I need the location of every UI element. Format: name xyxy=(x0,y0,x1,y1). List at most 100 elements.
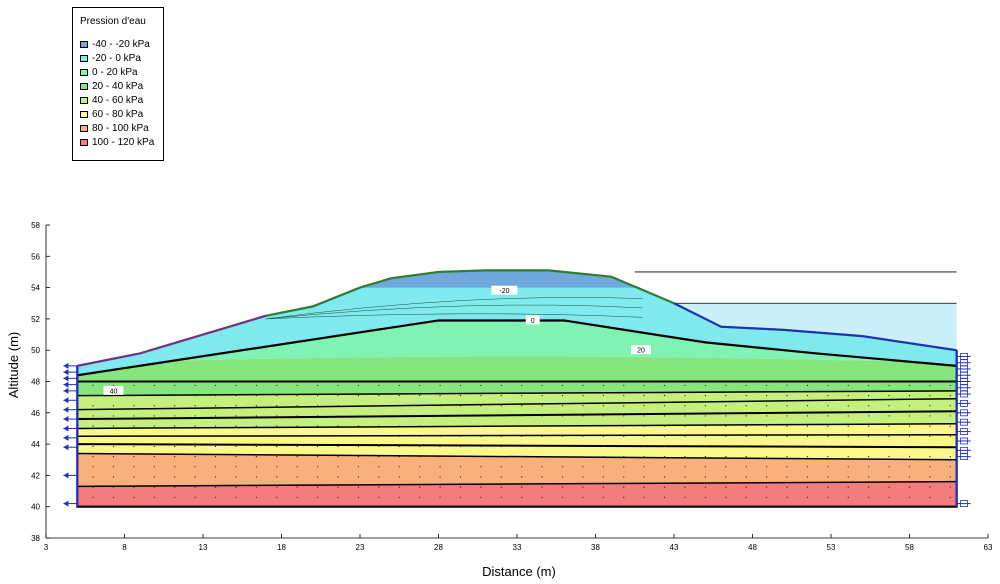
flow-vector xyxy=(949,445,951,448)
y-tick-label: 46 xyxy=(31,409,40,418)
flow-vector xyxy=(521,435,523,437)
flow-vector xyxy=(255,486,257,488)
flow-vector xyxy=(459,476,462,478)
flow-vector xyxy=(337,466,339,468)
flow-vector xyxy=(296,394,298,397)
flow-vector xyxy=(827,415,829,417)
flow-vector xyxy=(949,486,951,488)
flow-vector xyxy=(663,394,666,397)
band-100-120 xyxy=(77,481,957,507)
y-tick-label: 52 xyxy=(31,315,40,324)
flow-vector xyxy=(174,435,176,437)
flow-vector xyxy=(908,435,911,437)
flow-vector xyxy=(92,476,94,478)
flow-vector xyxy=(378,445,380,448)
flow-vector xyxy=(684,425,686,427)
flow-vector xyxy=(704,425,707,427)
flow-vector xyxy=(868,435,870,437)
flow-vector xyxy=(153,445,155,448)
flow-vector xyxy=(704,466,707,468)
flow-vector xyxy=(500,384,502,387)
flow-vector xyxy=(582,445,584,448)
flow-vector xyxy=(500,405,502,407)
flow-vector xyxy=(847,415,849,417)
flow-vector xyxy=(419,476,421,478)
flow-vector xyxy=(459,415,462,417)
flow-vector xyxy=(276,486,278,488)
flow-vector xyxy=(112,435,115,437)
flow-vector xyxy=(868,384,870,387)
flow-vector xyxy=(582,496,584,498)
flow-vector xyxy=(500,486,502,488)
flow-vector xyxy=(112,394,115,397)
band-80-100 xyxy=(77,453,957,487)
flow-vector xyxy=(92,384,94,387)
contour-label-bg xyxy=(525,315,540,325)
flow-vector xyxy=(623,445,625,448)
flow-vector xyxy=(786,486,788,488)
flow-vector xyxy=(847,405,849,407)
flow-vector xyxy=(949,394,951,397)
flow-vector xyxy=(174,496,176,498)
flow-vector xyxy=(255,496,257,498)
flow-vector xyxy=(153,496,155,498)
flow-vector xyxy=(480,496,482,498)
flow-vector xyxy=(847,384,849,387)
flow-vector xyxy=(745,456,747,458)
flow-vector xyxy=(459,435,462,437)
boundary-arrowhead xyxy=(63,362,69,369)
flow-vector xyxy=(214,384,217,387)
flow-vector xyxy=(317,394,319,397)
flow-vector xyxy=(357,496,360,498)
flow-vector xyxy=(398,435,400,437)
flow-vector xyxy=(868,476,870,478)
flow-vector xyxy=(663,466,666,468)
flow-vector xyxy=(276,394,278,397)
band-neg40-neg20 xyxy=(360,270,635,288)
flow-vector xyxy=(419,384,421,387)
legend-swatch xyxy=(80,110,88,118)
flow-vector xyxy=(92,466,94,468)
flow-vector xyxy=(806,394,809,397)
flow-vector xyxy=(214,394,217,397)
flow-vector xyxy=(725,476,727,478)
flow-vector xyxy=(643,425,645,427)
flow-vector xyxy=(378,394,380,397)
x-tick-label: 33 xyxy=(513,543,522,552)
layer-line xyxy=(77,390,957,397)
y-tick-label: 48 xyxy=(31,378,40,387)
flow-vector xyxy=(153,466,155,468)
flow-vector xyxy=(337,435,339,437)
flow-vector xyxy=(827,394,829,397)
flow-vector xyxy=(663,486,666,488)
flow-vector xyxy=(357,456,360,458)
legend-item: 100 - 120 kPa xyxy=(80,136,154,148)
flow-vector xyxy=(949,456,951,458)
flow-vector xyxy=(908,486,911,488)
flow-vector xyxy=(255,415,257,417)
flow-vector xyxy=(745,486,747,488)
flow-vector xyxy=(174,456,176,458)
flow-vector xyxy=(929,384,931,387)
flow-vector xyxy=(806,425,809,427)
flow-vector xyxy=(133,415,135,417)
flow-vector xyxy=(929,496,931,498)
flow-vector xyxy=(357,394,360,397)
flow-vector xyxy=(214,466,217,468)
flow-vector xyxy=(92,425,94,427)
flow-vector xyxy=(337,425,339,427)
flow-vector xyxy=(908,476,911,478)
flow-vector xyxy=(521,456,523,458)
flow-vector xyxy=(439,415,441,417)
flow-vector xyxy=(704,415,707,417)
flow-vector xyxy=(684,415,686,417)
flow-vector xyxy=(255,405,257,407)
flow-vector xyxy=(337,496,339,498)
flow-vector xyxy=(194,435,196,437)
flow-vector xyxy=(378,476,380,478)
flow-vector xyxy=(174,466,176,468)
flow-vector xyxy=(868,394,870,397)
legend-item: -20 - 0 kPa xyxy=(80,52,141,64)
flow-vector xyxy=(786,425,788,427)
flow-vector xyxy=(521,466,523,468)
